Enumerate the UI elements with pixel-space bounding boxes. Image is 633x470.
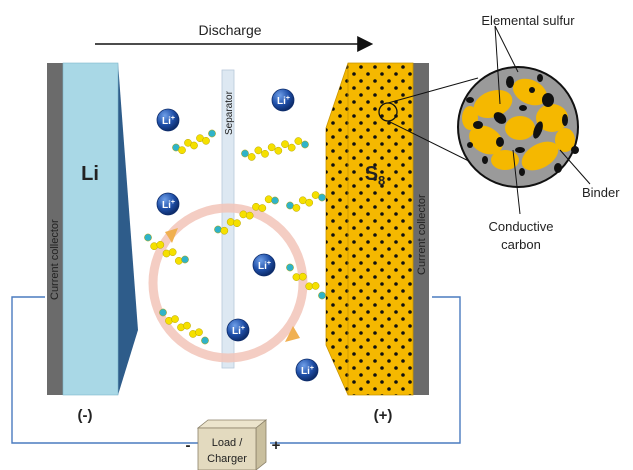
load-minus-label: - [186, 437, 191, 454]
lithium-ion-charge: + [286, 95, 290, 102]
callout-elemental-sulfur: Elemental sulfur [481, 13, 575, 28]
svg-text:Li+: Li+ [232, 325, 245, 337]
polysulfide-chain-3 [286, 191, 326, 212]
anode-collector-label: Current collector [49, 219, 61, 300]
polysulfide-chain-7 [159, 308, 209, 345]
lithium-ion-4: Li+ [252, 253, 276, 277]
callout-conductive-carbon-line1: Conductive [488, 219, 553, 234]
zoom-callouts: Elemental sulfur Binder Conductive carbo… [481, 13, 620, 252]
lithium-ion-charge: + [171, 199, 175, 206]
svg-text:Li+: Li+ [277, 95, 290, 107]
load-label-line1: Load / [212, 437, 244, 449]
load-label-line2: Charger [207, 453, 247, 465]
cathode-label-sub: 8 [378, 173, 385, 188]
cathode-polarity-label: (+) [374, 407, 393, 424]
polysulfide-chain-5 [144, 233, 189, 265]
anode-label: Li [81, 163, 99, 185]
anode-current-collector: Current collector [47, 63, 63, 395]
svg-text:Li+: Li+ [162, 115, 175, 127]
discharge-arrow: Discharge [95, 22, 374, 52]
sulfur-cathode: S8 [325, 62, 414, 396]
lithium-ion-charge: + [241, 325, 245, 332]
polysulfide-chain-1 [172, 129, 216, 155]
cathode-label: S8 [365, 163, 386, 188]
lithium-ion-charge: + [171, 115, 175, 122]
cathode-label-main: S [365, 163, 378, 185]
lithium-ion-6: Li+ [295, 358, 319, 382]
discharge-label: Discharge [198, 22, 261, 38]
lithium-ion-label: Li [162, 116, 171, 127]
shuttle-arrow-lower [285, 326, 300, 342]
separator-label: Separator [224, 90, 235, 135]
lithium-anode: Li [62, 62, 138, 396]
polysulfide-shuttle-ring [148, 203, 308, 363]
polysulfide-chains [144, 129, 326, 345]
svg-text:Li+: Li+ [301, 365, 314, 377]
lithium-ion-1: Li+ [156, 108, 180, 132]
zoomed-cathode-view [457, 66, 579, 188]
load-plus-label: + [272, 437, 281, 454]
polysulfide-chain-2 [241, 137, 309, 161]
lithium-ion-charge: + [267, 260, 271, 267]
separator: Separator [221, 69, 235, 369]
callout-binder: Binder [582, 185, 620, 200]
lithium-ion-3: Li+ [156, 192, 180, 216]
lithium-ion-label: Li [277, 96, 286, 107]
external-circuit-wire [11, 296, 461, 444]
cathode-collector-label: Current collector [416, 194, 428, 275]
lithium-ion-label: Li [162, 200, 171, 211]
lithium-ion-label: Li [301, 366, 310, 377]
polysulfide-chain-6 [286, 263, 326, 300]
load-charger-box: Load / Charger - + [186, 419, 281, 470]
svg-text:Li+: Li+ [258, 260, 271, 272]
anode-polarity-label: (-) [78, 407, 93, 424]
lithium-ions: Li+Li+Li+Li+Li+Li+ [156, 88, 319, 382]
callout-conductive-carbon-line2: carbon [501, 237, 541, 252]
lithium-ion-charge: + [310, 365, 314, 372]
shuttle-arrow-upper [165, 228, 178, 243]
polysulfide-chain-4 [214, 195, 279, 235]
cathode-current-collector: Current collector [413, 63, 429, 395]
lithium-ion-5: Li+ [226, 318, 250, 342]
lithium-ion-2: Li+ [271, 88, 295, 112]
lithium-ion-label: Li [258, 261, 267, 272]
svg-text:Li+: Li+ [162, 199, 175, 211]
lithium-ion-label: Li [232, 326, 241, 337]
